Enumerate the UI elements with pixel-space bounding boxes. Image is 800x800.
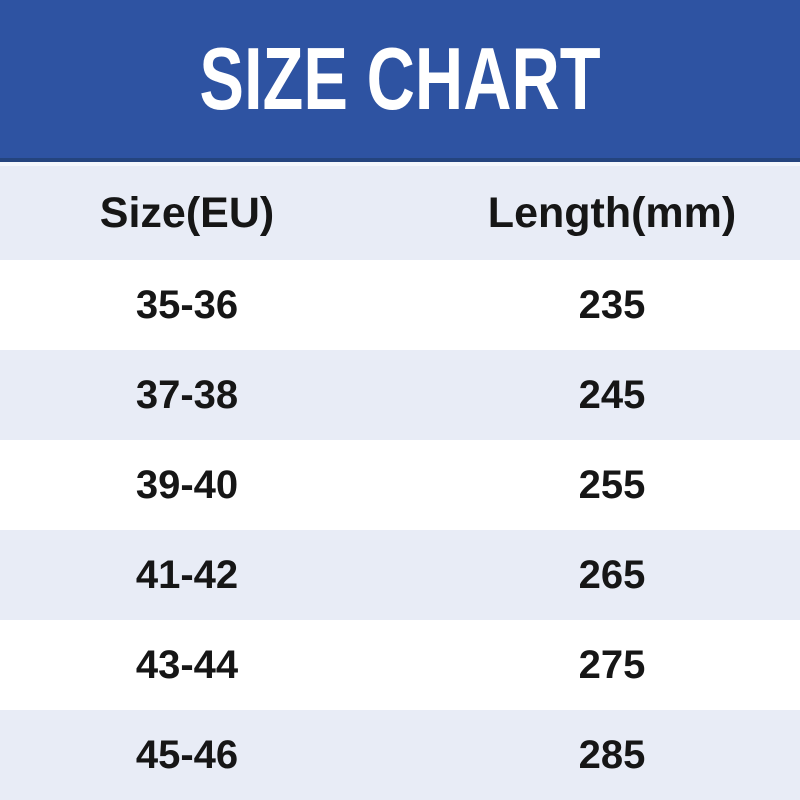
size-cell: 45-46: [135, 732, 239, 777]
column-header-size: Size(EU): [99, 188, 275, 237]
length-cell: 265: [578, 552, 646, 597]
size-table: Size(EU) Length(mm) 35-36 235 37-38 245 …: [0, 166, 800, 800]
length-cell: 235: [578, 282, 646, 327]
size-cell: 37-38: [135, 372, 239, 417]
table-row: 41-42 265: [0, 530, 800, 620]
banner: SIZE CHART: [0, 0, 800, 162]
size-cell: 41-42: [135, 552, 239, 597]
length-cell: 285: [578, 732, 646, 777]
size-cell: 39-40: [135, 462, 239, 507]
table-row: 35-36 235: [0, 260, 800, 350]
table-header-row: Size(EU) Length(mm): [0, 166, 800, 260]
size-cell: 43-44: [135, 642, 239, 687]
size-cell: 35-36: [135, 282, 239, 327]
table-row: 43-44 275: [0, 620, 800, 710]
table-row: 39-40 255: [0, 440, 800, 530]
table-row: 37-38 245: [0, 350, 800, 440]
length-cell: 245: [578, 372, 646, 417]
length-cell: 255: [578, 462, 646, 507]
length-cell: 275: [578, 642, 646, 687]
table-row: 45-46 285: [0, 710, 800, 800]
column-header-length: Length(mm): [487, 188, 737, 237]
page-title: SIZE CHART: [199, 29, 601, 128]
banner-divider: [0, 162, 800, 166]
